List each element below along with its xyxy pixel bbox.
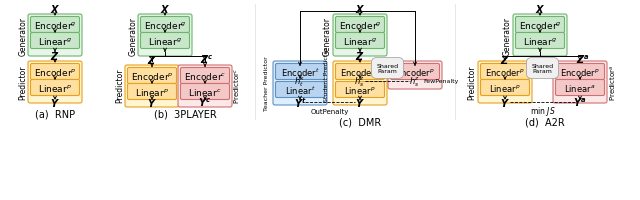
FancyBboxPatch shape (31, 33, 79, 49)
Text: $h_s^z$: $h_s^z$ (355, 75, 365, 88)
Text: $\bfit{Y^a}$: $\bfit{Y^a}$ (573, 96, 587, 109)
Text: $\bfit{Y}$: $\bfit{Y}$ (355, 97, 365, 108)
FancyBboxPatch shape (275, 82, 324, 98)
Text: Generator: Generator (19, 16, 28, 55)
FancyBboxPatch shape (138, 15, 192, 57)
Text: Generator: Generator (323, 16, 332, 55)
Text: $\bfit{Z}$: $\bfit{Z}$ (147, 54, 157, 66)
FancyBboxPatch shape (335, 33, 385, 49)
Text: $\bfit{Y}$: $\bfit{Y}$ (500, 97, 510, 108)
FancyBboxPatch shape (31, 80, 79, 96)
Text: Generator: Generator (129, 16, 138, 55)
Text: Encoder$^t$: Encoder$^t$ (280, 66, 319, 78)
FancyBboxPatch shape (513, 15, 567, 57)
FancyBboxPatch shape (481, 80, 529, 96)
FancyBboxPatch shape (28, 62, 82, 103)
FancyBboxPatch shape (31, 64, 79, 80)
Text: (d)  A2R: (d) A2R (525, 117, 565, 127)
FancyBboxPatch shape (556, 64, 605, 80)
Text: $h_t^x$: $h_t^x$ (294, 75, 306, 88)
FancyBboxPatch shape (141, 17, 189, 33)
Text: Predictor: Predictor (19, 65, 28, 100)
Text: Linear$^a$: Linear$^a$ (564, 83, 596, 94)
Text: $\bfit{Z^c}$: $\bfit{Z^c}$ (200, 54, 214, 66)
Text: Linear$^c$: Linear$^c$ (188, 87, 221, 98)
Text: Encoder$^g$: Encoder$^g$ (518, 20, 561, 31)
Text: Linear$^p$: Linear$^p$ (135, 87, 169, 98)
Text: (a)  RNP: (a) RNP (35, 109, 75, 119)
Text: Encoder$^p$: Encoder$^p$ (485, 67, 525, 78)
FancyBboxPatch shape (127, 84, 177, 100)
Text: FewPenalty: FewPenalty (423, 79, 459, 84)
FancyBboxPatch shape (515, 33, 564, 49)
Text: Linear$^p$: Linear$^p$ (344, 85, 376, 96)
Text: Linear$^g$: Linear$^g$ (343, 36, 377, 47)
Text: OutPenalty: OutPenalty (311, 108, 349, 114)
Text: Encoder$^g$: Encoder$^g$ (34, 20, 76, 31)
Text: $\bfit{Y}$: $\bfit{Y}$ (50, 97, 60, 108)
Text: $\bfit{Z}$: $\bfit{Z}$ (355, 50, 365, 62)
FancyBboxPatch shape (141, 33, 189, 49)
Text: Predictor$^a$: Predictor$^a$ (608, 65, 618, 101)
FancyBboxPatch shape (335, 17, 385, 33)
Text: Linear$^p$: Linear$^p$ (38, 83, 72, 94)
Text: Linear$^p$: Linear$^p$ (489, 83, 521, 94)
FancyBboxPatch shape (333, 15, 387, 57)
Text: Shared
Param: Shared Param (376, 63, 399, 74)
Text: $\bfit{Z}$: $\bfit{Z}$ (51, 50, 60, 62)
FancyBboxPatch shape (275, 64, 324, 80)
Text: Encoder$^p$: Encoder$^p$ (34, 67, 76, 78)
Text: Shared
Param: Shared Param (531, 63, 554, 74)
FancyBboxPatch shape (478, 62, 532, 103)
Text: Predictor: Predictor (467, 65, 477, 100)
FancyBboxPatch shape (390, 64, 440, 80)
Text: Encoder$^p$: Encoder$^p$ (340, 67, 380, 78)
Text: Encoder$^p$: Encoder$^p$ (131, 71, 173, 82)
Text: $\bfit{Z^a}$: $\bfit{Z^a}$ (576, 54, 590, 66)
Text: Encoder$^c$: Encoder$^c$ (184, 71, 226, 82)
FancyBboxPatch shape (125, 66, 179, 107)
Text: Teacher Predictor: Teacher Predictor (264, 56, 269, 111)
FancyBboxPatch shape (180, 68, 230, 84)
Text: Encoder$^g$: Encoder$^g$ (143, 20, 186, 31)
FancyBboxPatch shape (31, 17, 79, 33)
Text: $\bfit{X}$: $\bfit{X}$ (50, 3, 60, 15)
Text: Linear$^g$: Linear$^g$ (523, 36, 557, 47)
Text: $\bfit{X}$: $\bfit{X}$ (355, 3, 365, 15)
FancyBboxPatch shape (388, 62, 442, 90)
Text: Encoder$^g$: Encoder$^g$ (339, 20, 381, 31)
FancyBboxPatch shape (333, 62, 387, 105)
FancyBboxPatch shape (556, 80, 605, 96)
Text: Generator: Generator (502, 16, 511, 55)
FancyBboxPatch shape (273, 62, 327, 105)
FancyBboxPatch shape (553, 62, 607, 103)
FancyBboxPatch shape (178, 66, 232, 107)
FancyBboxPatch shape (28, 15, 82, 57)
FancyBboxPatch shape (127, 68, 177, 84)
FancyBboxPatch shape (515, 17, 564, 33)
Text: min $JS$: min $JS$ (530, 105, 556, 118)
FancyBboxPatch shape (335, 64, 385, 80)
Text: Predictor$^c$: Predictor$^c$ (232, 68, 242, 104)
Text: $\bfit{Y^t}$: $\bfit{Y^t}$ (294, 96, 307, 109)
Text: Predictor: Predictor (115, 68, 125, 103)
Text: Student Predictor: Student Predictor (324, 47, 330, 102)
Text: Linear$^t$: Linear$^t$ (285, 84, 316, 96)
Text: $\bfit{X}$: $\bfit{X}$ (160, 3, 170, 15)
Text: (b)  3PLAYER: (b) 3PLAYER (154, 109, 216, 119)
Text: $\bfit{Y^c}$: $\bfit{Y^c}$ (198, 96, 212, 109)
Text: Encoder$^p$: Encoder$^p$ (395, 67, 435, 78)
Text: Linear$^g$: Linear$^g$ (38, 36, 72, 47)
FancyBboxPatch shape (180, 84, 230, 100)
Text: Linear$^g$: Linear$^g$ (148, 36, 182, 47)
Text: $\bfit{Z}$: $\bfit{Z}$ (500, 54, 509, 66)
Text: $\bfit{X}$: $\bfit{X}$ (535, 3, 545, 15)
Text: $h_s^z$: $h_s^z$ (410, 75, 420, 88)
FancyBboxPatch shape (481, 64, 529, 80)
Text: $\bfit{Y}$: $\bfit{Y}$ (147, 97, 157, 108)
Text: Encoder$^p$: Encoder$^p$ (560, 67, 600, 78)
FancyBboxPatch shape (335, 82, 385, 98)
Text: (c)  DMR: (c) DMR (339, 117, 381, 127)
